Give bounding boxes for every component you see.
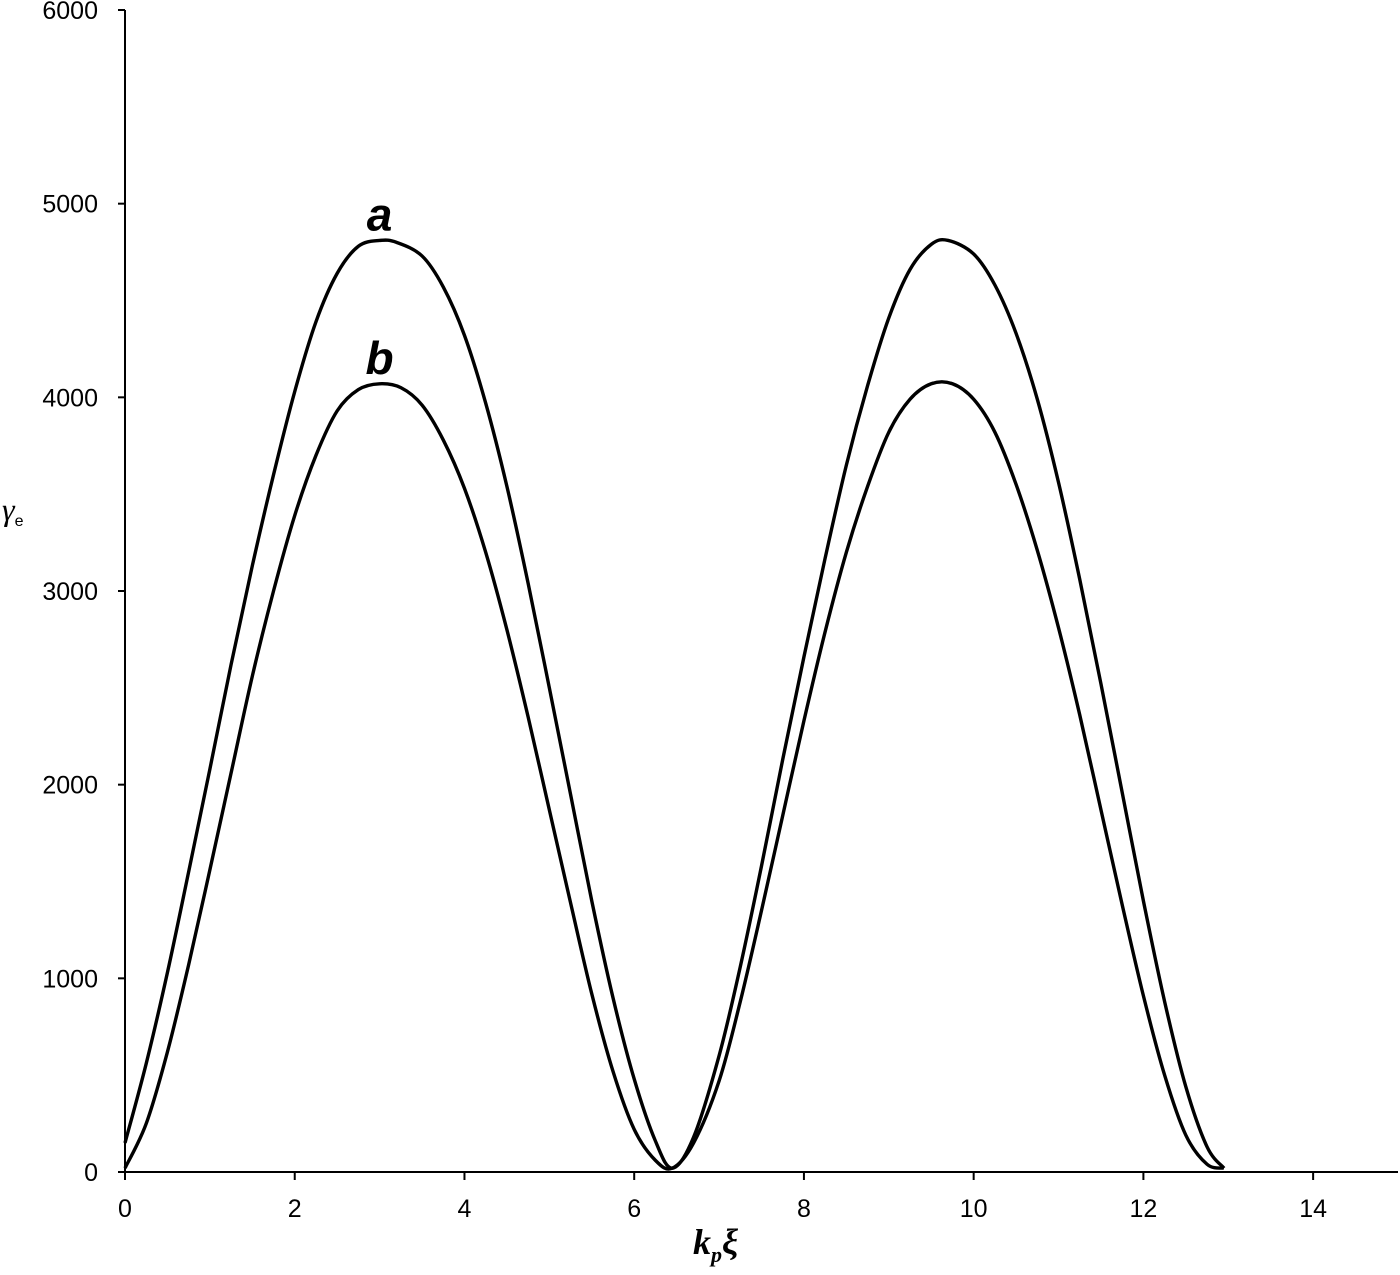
x-axis-label-main: k — [693, 1222, 711, 1262]
y-tick-label: 1000 — [42, 965, 98, 993]
y-tick-label: 6000 — [42, 0, 98, 25]
x-tick-label: 14 — [1299, 1195, 1327, 1223]
y-axis-label-main: γ — [2, 491, 16, 527]
x-tick-label: 0 — [118, 1195, 132, 1223]
y-axis-label-sub: e — [15, 513, 24, 530]
x-tick-label: 10 — [960, 1195, 988, 1223]
x-tick-label: 4 — [458, 1195, 472, 1223]
x-axis-ticks: 0 2 4 6 8 10 12 14 — [118, 1172, 1327, 1223]
x-tick-label: 6 — [627, 1195, 641, 1223]
y-tick-label: 5000 — [42, 191, 98, 219]
series-line-b — [123, 380, 1225, 1171]
x-axis-label-tail: ξ — [722, 1222, 738, 1262]
series-label-a: a — [367, 188, 393, 240]
x-tick-label: 8 — [797, 1195, 811, 1223]
series-group — [123, 238, 1226, 1171]
x-axis-label-sub: p — [709, 1242, 722, 1267]
y-axis-ticks: 0 1000 2000 3000 4000 5000 6000 — [42, 0, 125, 1187]
x-tick-label: 12 — [1129, 1195, 1157, 1223]
y-tick-label: 4000 — [42, 384, 98, 412]
series-line-a — [123, 238, 1226, 1170]
y-tick-label: 0 — [84, 1159, 98, 1187]
y-tick-label: 3000 — [42, 578, 98, 606]
y-axis-label: γe — [2, 491, 24, 530]
x-tick-label: 2 — [288, 1195, 302, 1223]
y-tick-label: 2000 — [42, 772, 98, 800]
x-axis-label: kpξ — [693, 1222, 738, 1267]
series-label-b: b — [366, 332, 394, 384]
